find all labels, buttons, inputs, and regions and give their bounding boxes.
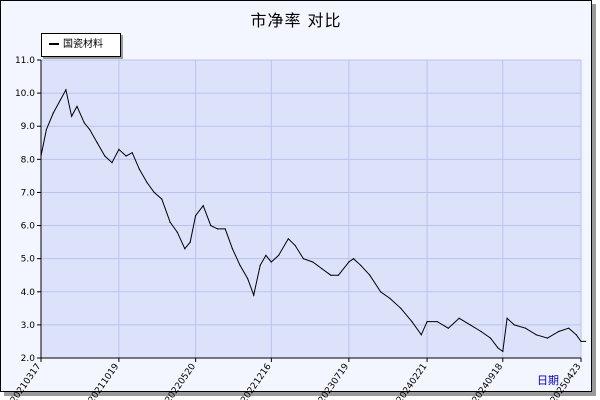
y-tick-label: 11.0 — [15, 56, 35, 66]
data-point — [259, 264, 261, 266]
data-point — [426, 320, 428, 323]
data-point — [131, 152, 133, 154]
x-tick-label: 20210317 — [9, 362, 43, 400]
data-point — [400, 307, 402, 309]
data-point — [302, 258, 305, 260]
data-point — [59, 99, 62, 101]
data-point — [246, 277, 249, 280]
data-point — [104, 155, 106, 157]
y-tick-label: 5.0 — [21, 255, 36, 265]
legend-line-swatch — [49, 43, 59, 45]
data-point — [253, 294, 255, 296]
data-point — [195, 215, 197, 217]
data-point — [580, 340, 582, 343]
data-point — [71, 115, 73, 117]
y-tick-label: 6.0 — [21, 222, 36, 232]
data-point — [447, 327, 449, 329]
data-point — [524, 327, 527, 329]
data-point — [111, 162, 113, 164]
data-point — [502, 350, 504, 352]
data-point — [138, 168, 141, 170]
data-point — [277, 254, 280, 256]
data-point — [337, 274, 339, 276]
data-point — [217, 228, 219, 230]
data-point — [153, 191, 155, 194]
x-tick-label: 20220520 — [164, 362, 199, 400]
data-point — [546, 337, 549, 339]
data-point — [146, 181, 148, 184]
data-point — [321, 268, 323, 270]
data-point — [202, 205, 204, 207]
data-point — [210, 224, 212, 227]
data-point — [497, 347, 499, 349]
data-point — [489, 337, 492, 339]
x-axis-label: 日期 — [537, 374, 559, 387]
chart-legend: 国瓷材料 — [41, 33, 121, 57]
data-point — [224, 228, 226, 230]
data-point — [270, 261, 272, 263]
y-tick-label: 3.0 — [21, 321, 36, 331]
data-point — [469, 324, 471, 326]
data-point — [379, 291, 382, 293]
data-point — [125, 155, 127, 157]
data-point — [76, 105, 78, 107]
data-point — [436, 320, 438, 323]
data-point — [506, 317, 508, 319]
data-point — [65, 89, 67, 91]
y-tick-label: 10.0 — [15, 89, 35, 99]
data-point — [40, 155, 42, 157]
x-tick-label: 20240221 — [395, 362, 429, 400]
data-point — [389, 297, 391, 299]
y-tick-label: 2.0 — [21, 354, 36, 364]
x-tick-label: 20211019 — [87, 362, 122, 400]
y-tick-label: 8.0 — [21, 155, 36, 165]
data-point — [189, 241, 191, 243]
y-tick-label: 4.0 — [21, 288, 36, 298]
data-point — [169, 221, 171, 223]
legend-label: 国瓷材料 — [63, 39, 103, 50]
data-point — [96, 142, 98, 144]
data-point — [369, 274, 371, 276]
data-point — [294, 244, 296, 247]
data-point — [89, 128, 91, 131]
x-tick-label: 20230719 — [317, 362, 352, 400]
data-point — [420, 334, 422, 336]
data-point — [352, 258, 355, 260]
y-tick-label: 9.0 — [21, 122, 36, 132]
x-tick-label: 20240918 — [471, 362, 506, 400]
data-point — [558, 330, 560, 333]
x-tick-label: 20250423 — [549, 362, 583, 400]
data-point — [239, 264, 241, 266]
data-point — [231, 248, 234, 250]
data-point — [480, 330, 482, 333]
data-point — [83, 122, 85, 124]
data-point — [513, 324, 515, 326]
data-point — [575, 334, 577, 336]
data-point — [118, 148, 120, 150]
data-point — [45, 128, 48, 131]
data-point — [161, 198, 163, 200]
data-point — [584, 340, 586, 343]
x-tick-label: 20221216 — [239, 362, 274, 400]
data-point — [265, 254, 267, 256]
data-point — [411, 320, 413, 323]
data-point — [312, 261, 314, 263]
data-point — [176, 231, 178, 233]
chart-title: 市净率 对比 — [250, 11, 342, 30]
plot-area — [41, 60, 581, 358]
data-point — [568, 327, 570, 329]
data-point — [535, 334, 537, 336]
data-point — [330, 274, 332, 276]
data-point — [52, 112, 54, 114]
data-point — [184, 248, 186, 250]
data-point — [287, 238, 289, 240]
y-tick-label: 7.0 — [21, 188, 36, 198]
data-point — [458, 317, 460, 319]
data-point — [360, 264, 362, 266]
data-point — [348, 261, 350, 263]
